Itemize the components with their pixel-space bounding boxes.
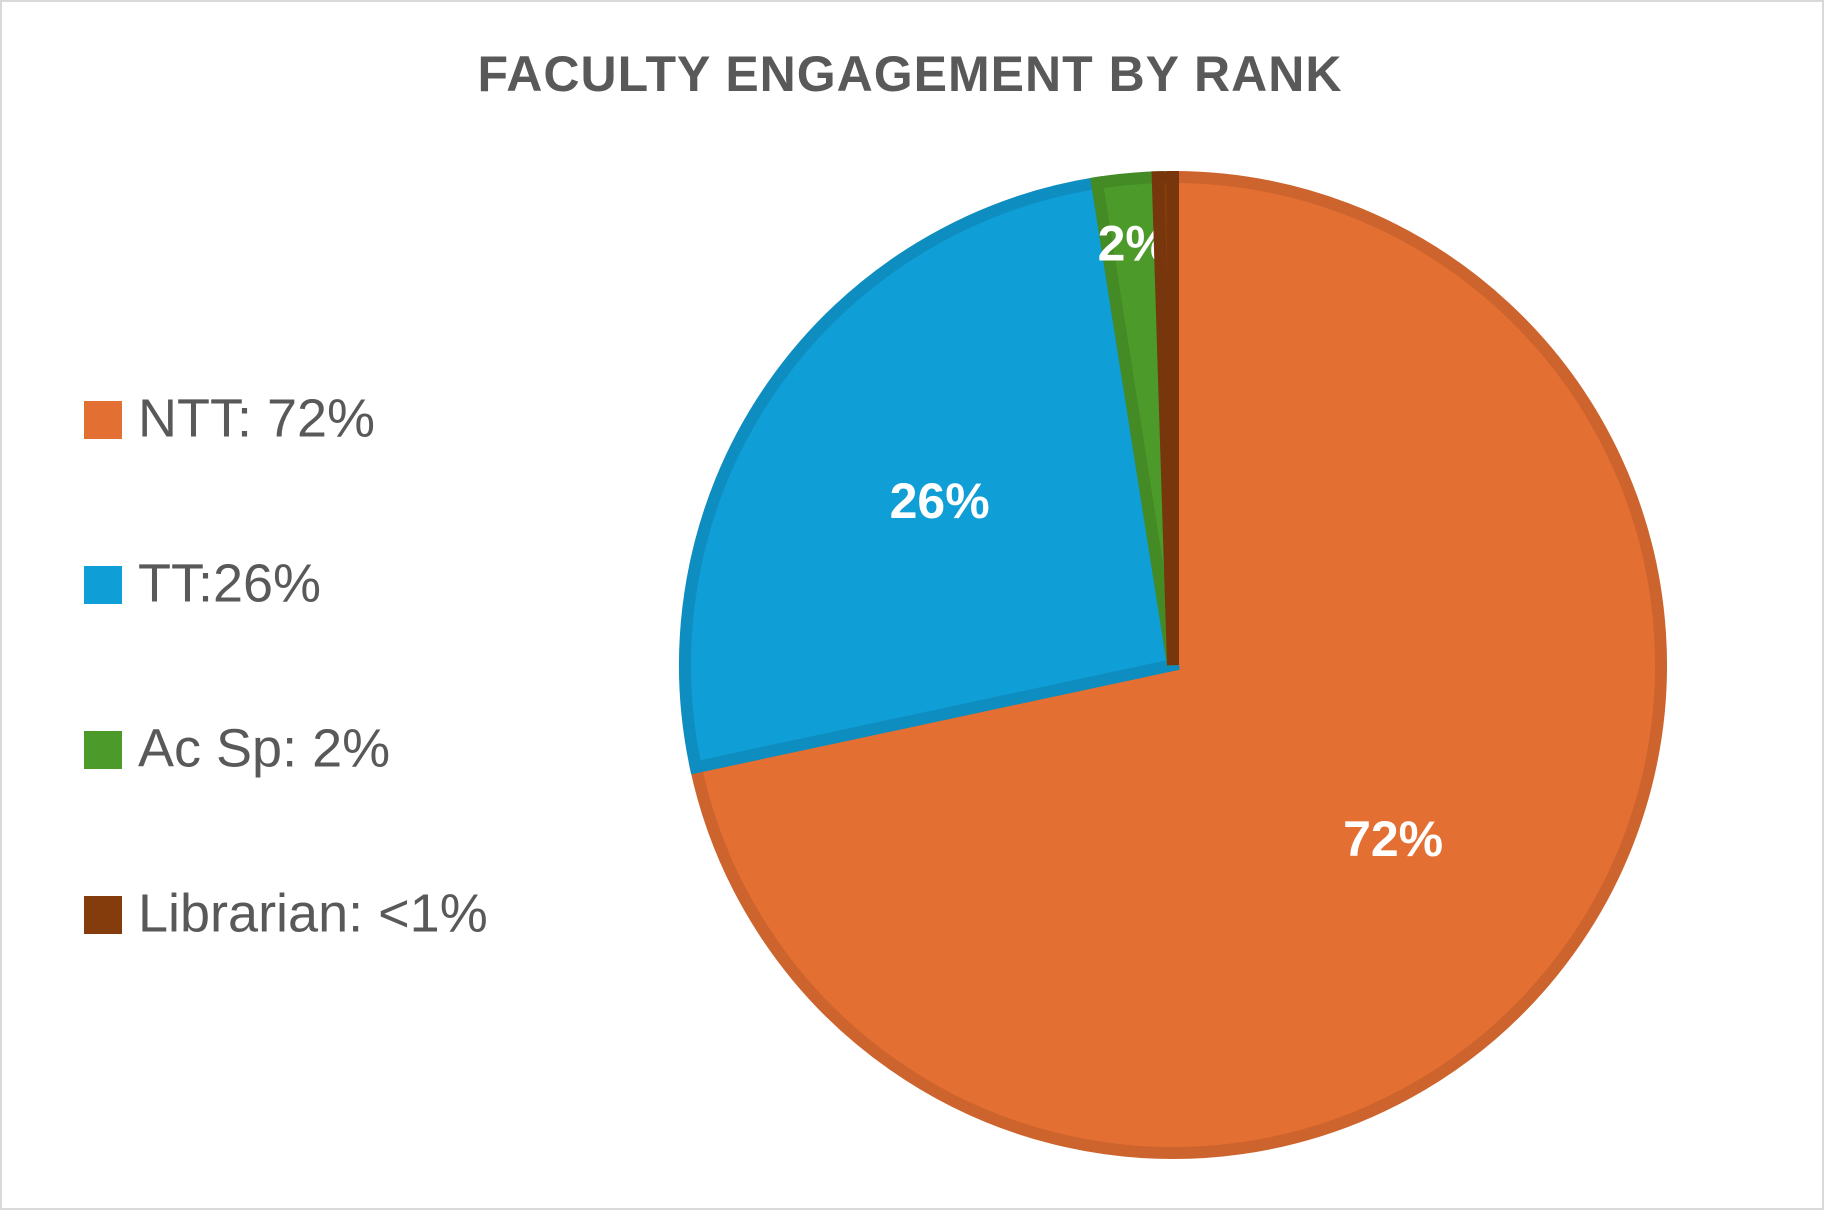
legend-text: Ac Sp: 2% [138, 718, 390, 778]
pie-slice [1151, 170, 1179, 666]
legend-swatch [84, 896, 122, 934]
chart-title: FACULTY ENGAGEMENT BY RANK [478, 46, 1343, 102]
pie-slice [679, 176, 1180, 775]
legend-swatch [84, 566, 122, 604]
data-label: 26% [890, 473, 990, 529]
legend-text: NTT: 72% [138, 388, 375, 448]
data-label: 72% [1343, 811, 1443, 867]
legend-text: Librarian: <1% [138, 883, 488, 943]
legend-swatch [84, 731, 122, 769]
legend-text: TT:26% [138, 553, 321, 613]
legend-swatch [84, 401, 122, 439]
